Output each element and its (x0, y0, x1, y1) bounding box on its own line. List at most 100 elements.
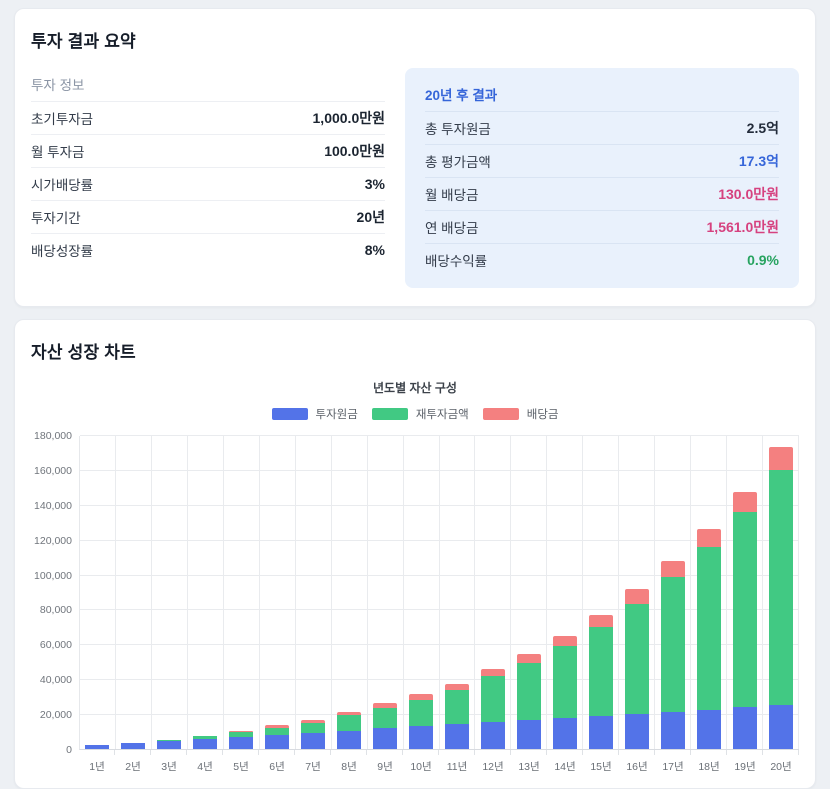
bar-year-1 (80, 436, 116, 749)
bar-segment-투자원금 (625, 714, 649, 749)
legend-swatch (272, 408, 308, 420)
bar-segment-재투자금액 (733, 512, 757, 708)
row-value: 130.0만원 (718, 184, 779, 204)
legend-swatch (483, 408, 519, 420)
y-tick-label: 0 (66, 744, 72, 756)
y-tick-label: 140,000 (34, 500, 72, 512)
chart-card-title: 자산 성장 차트 (31, 338, 799, 363)
bar-segment-재투자금액 (445, 690, 469, 725)
result-panel-header: 20년 후 결과 (425, 78, 779, 111)
row-label: 연 배당금 (425, 217, 478, 237)
y-tick-label: 120,000 (34, 535, 72, 547)
bar-year-11 (440, 436, 476, 749)
plot (79, 436, 799, 750)
bar-segment-투자원금 (661, 712, 685, 749)
summary-row: 총 투자원금 2.5억 (425, 111, 779, 144)
legend-label: 재투자금액 (416, 406, 469, 422)
x-axis-label: 9년 (367, 755, 403, 774)
x-axis-label: 10년 (403, 755, 439, 774)
row-label: 투자기간 (31, 207, 81, 227)
bar-segment-투자원금 (121, 743, 145, 749)
bar-year-4 (188, 436, 224, 749)
row-value: 0.9% (747, 252, 779, 268)
row-label: 총 투자원금 (425, 118, 491, 138)
bar-segment-투자원금 (337, 731, 361, 749)
row-value: 1,000.0만원 (313, 108, 385, 128)
legend-item: 투자원금 (272, 406, 358, 422)
bars-container (80, 436, 799, 749)
bar-year-8 (332, 436, 368, 749)
y-tick-label: 160,000 (34, 465, 72, 477)
row-value: 8% (365, 242, 385, 258)
bar-year-20 (763, 436, 799, 749)
bar-year-13 (511, 436, 547, 749)
bar-year-10 (404, 436, 440, 749)
summary-row: 총 평가금액 17.3억 (425, 144, 779, 177)
bar-segment-투자원금 (733, 707, 757, 749)
bar-segment-재투자금액 (589, 627, 613, 716)
bar-segment-투자원금 (157, 741, 181, 749)
bar-segment-재투자금액 (337, 715, 361, 730)
bar-segment-투자원금 (769, 705, 793, 749)
bar-year-3 (152, 436, 188, 749)
x-axis-label: 16년 (619, 755, 655, 774)
bar-year-9 (368, 436, 404, 749)
bar-segment-재투자금액 (409, 700, 433, 727)
bar-year-12 (475, 436, 511, 749)
bar-segment-재투자금액 (373, 708, 397, 729)
bar-segment-배당금 (553, 636, 577, 647)
row-label: 총 평가금액 (425, 151, 491, 171)
x-axis-label: 1년 (79, 755, 115, 774)
bar-segment-재투자금액 (697, 547, 721, 710)
bar-segment-배당금 (661, 561, 685, 577)
bar-segment-투자원금 (85, 745, 109, 749)
row-label: 월 배당금 (425, 184, 478, 204)
summary-row: 월 배당금 130.0만원 (425, 177, 779, 210)
bar-year-19 (727, 436, 763, 749)
bar-segment-재투자금액 (625, 604, 649, 713)
x-axis-label: 17년 (655, 755, 691, 774)
x-axis-label: 11년 (439, 755, 475, 774)
row-value: 1,561.0만원 (707, 217, 779, 237)
bar-segment-재투자금액 (517, 663, 541, 720)
bar-segment-재투자금액 (769, 470, 793, 705)
bar-year-2 (116, 436, 152, 749)
row-value: 17.3억 (739, 151, 779, 171)
x-axis-label: 2년 (115, 755, 151, 774)
bar-segment-투자원금 (373, 728, 397, 749)
row-value: 100.0만원 (324, 141, 385, 161)
bar-year-18 (691, 436, 727, 749)
x-axis-label: 3년 (151, 755, 187, 774)
bar-segment-투자원금 (229, 737, 253, 749)
legend-item: 재투자금액 (372, 406, 469, 422)
bar-segment-재투자금액 (301, 723, 325, 733)
chart-title: 년도별 자산 구성 (31, 379, 799, 396)
x-axis-label: 19년 (727, 755, 763, 774)
bar-year-14 (547, 436, 583, 749)
row-value: 2.5억 (747, 118, 779, 138)
bar-segment-투자원금 (481, 722, 505, 749)
bar-year-15 (583, 436, 619, 749)
bar-segment-투자원금 (445, 724, 469, 749)
bar-year-5 (224, 436, 260, 749)
y-tick-label: 100,000 (34, 570, 72, 582)
summary-row: 연 배당금 1,561.0만원 (425, 210, 779, 243)
bar-segment-재투자금액 (481, 676, 505, 722)
legend-label: 투자원금 (316, 406, 358, 422)
bar-segment-배당금 (697, 529, 721, 547)
x-axis-label: 12년 (475, 755, 511, 774)
y-tick-label: 20,000 (40, 709, 72, 721)
y-tick-label: 60,000 (40, 639, 72, 651)
row-label: 배당수익률 (425, 250, 487, 270)
x-axis-label: 8년 (331, 755, 367, 774)
x-axis-label: 13년 (511, 755, 547, 774)
y-tick-label: 80,000 (40, 604, 72, 616)
bar-segment-재투자금액 (553, 646, 577, 718)
